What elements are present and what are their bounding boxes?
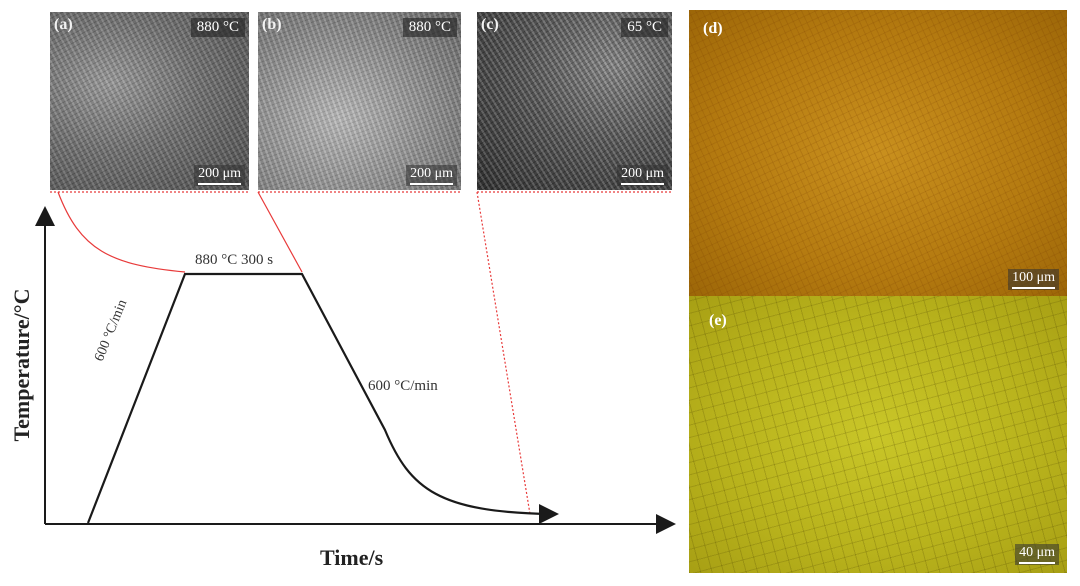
panel-label-b: (b) — [262, 16, 282, 33]
scale-bar-d: 100 μm — [1008, 269, 1059, 290]
x-axis-label: Time/s — [320, 545, 384, 570]
panel-label-d: (d) — [703, 20, 723, 37]
temperature-curve — [86, 272, 551, 524]
scale-bar-c: 200 μm — [617, 165, 668, 186]
panel-label-c: (c) — [481, 16, 499, 33]
micrograph-d: (d) 100 μm — [689, 10, 1067, 296]
connector-b — [257, 191, 303, 273]
connector-a — [57, 191, 186, 273]
scale-bar-e: 40 μm — [1015, 544, 1059, 565]
micrograph-e: (e) 40 μm — [689, 296, 1067, 573]
connector-c — [476, 191, 531, 515]
temperature-badge-c: 65 °C — [621, 18, 668, 37]
micrograph-c: (c) 65 °C 200 μm — [477, 12, 672, 190]
micrograph-a: (a) 880 °C 200 μm — [50, 12, 249, 190]
temperature-badge-b: 880 °C — [402, 18, 457, 37]
scale-bar-b: 200 μm — [406, 165, 457, 186]
scale-text-e: 40 μm — [1019, 545, 1055, 560]
panel-label-a: (a) — [54, 16, 73, 33]
panel-label-e: (e) — [709, 312, 727, 329]
hold-label: 880 °C 300 s — [195, 252, 274, 268]
micrograph-b: (b) 880 °C 200 μm — [258, 12, 461, 190]
scale-text-d: 100 μm — [1012, 270, 1055, 285]
scale-bar-a: 200 μm — [194, 165, 245, 186]
scale-text-c: 200 μm — [621, 166, 664, 181]
y-axis-label: Temperature/°C — [9, 288, 34, 442]
scale-text-b: 200 μm — [410, 166, 453, 181]
cooling-rate-label: 600 °C/min — [368, 378, 438, 394]
temperature-badge-a: 880 °C — [190, 18, 245, 37]
scale-text-a: 200 μm — [198, 166, 241, 181]
